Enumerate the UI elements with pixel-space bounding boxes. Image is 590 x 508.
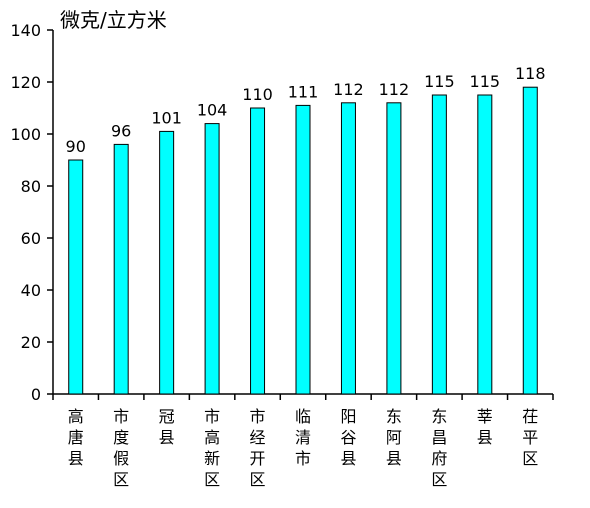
- category-label: 莘县: [477, 407, 493, 447]
- value-label: 118: [515, 64, 546, 83]
- y-tick-label: 80: [21, 177, 41, 196]
- value-label: 90: [66, 137, 86, 156]
- value-label: 112: [379, 80, 410, 99]
- bar: [522, 86, 538, 395]
- bars: [68, 86, 538, 395]
- category-labels: 高唐县 市度假区 冠县 市高新区 市经开区 临清市 阳谷县 东阿县 东昌府区 莘县 茌平区: [68, 407, 539, 489]
- value-label: 112: [333, 80, 364, 99]
- bar: [159, 130, 175, 395]
- category-label: 茌平区: [522, 407, 538, 468]
- value-label: 101: [151, 108, 182, 127]
- bar: [204, 123, 220, 395]
- category-label: 市度假区: [113, 407, 129, 489]
- value-label: 104: [197, 101, 228, 120]
- y-tick-label: 120: [10, 73, 41, 92]
- y-tick-label: 140: [10, 21, 41, 40]
- bar: [340, 102, 356, 395]
- y-tick-label: 0: [31, 385, 41, 404]
- category-label: 高唐县: [68, 407, 84, 468]
- value-label: 115: [470, 72, 501, 91]
- value-label: 111: [288, 82, 319, 101]
- y-tick-label: 100: [10, 125, 41, 144]
- category-label: 市高新区: [204, 407, 220, 489]
- value-label: 96: [111, 121, 131, 140]
- category-label: 东阿县: [386, 407, 402, 468]
- value-labels: 90 96 101 104 110 111 112 112 115 115 118: [66, 64, 546, 156]
- category-label: 临清市: [295, 407, 311, 468]
- value-label: 115: [424, 72, 455, 91]
- bar: [431, 94, 447, 395]
- y-tick-label: 60: [21, 229, 41, 248]
- bar: [386, 102, 402, 395]
- y-axis: 0 20 40 60 80 100 120 140: [10, 21, 54, 404]
- value-label: 110: [242, 85, 273, 104]
- category-label: 市经开区: [250, 407, 266, 489]
- y-tick-label: 40: [21, 281, 41, 300]
- bar: [250, 107, 266, 395]
- bar: [68, 159, 84, 395]
- bar: [477, 94, 493, 395]
- bar: [113, 143, 129, 395]
- category-label: 冠县: [159, 407, 175, 447]
- unit-label: 微克/立方米: [60, 8, 167, 32]
- y-tick-label: 20: [21, 333, 41, 352]
- category-label: 东昌府区: [431, 407, 447, 489]
- bar: [295, 104, 311, 395]
- category-label: 阳谷县: [340, 407, 356, 468]
- x-axis: [52, 393, 554, 400]
